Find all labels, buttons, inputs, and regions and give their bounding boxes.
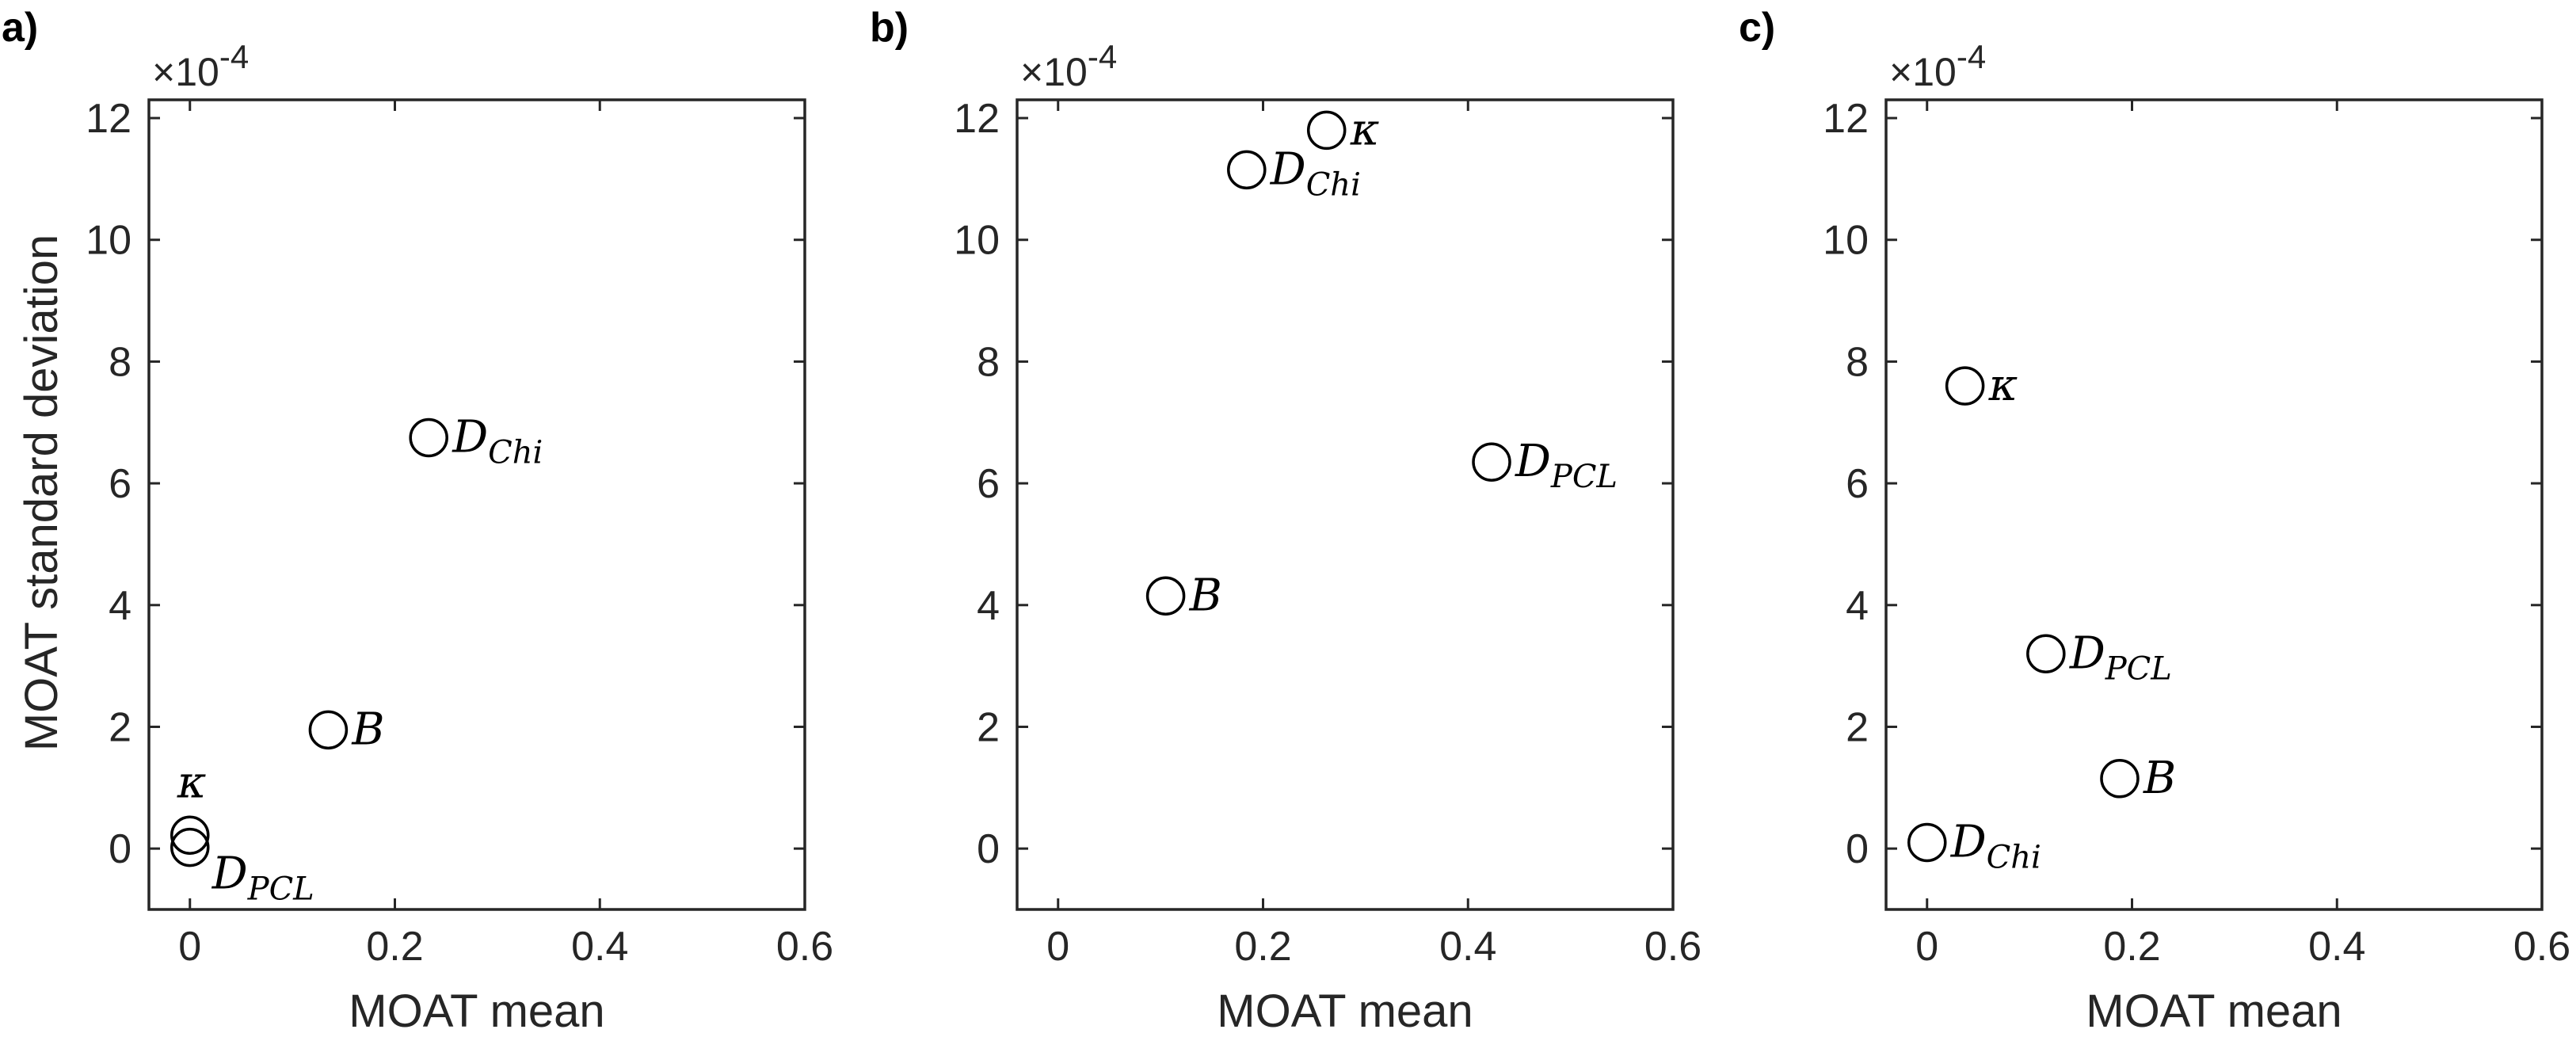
point-label: B — [2143, 753, 2176, 804]
point-label-main: κ — [1350, 104, 1380, 155]
y-tick-label: 2 — [109, 704, 131, 750]
y-tick-label: 8 — [1846, 339, 1869, 385]
y-tick-label: 4 — [109, 583, 131, 629]
point-label-main: D — [2069, 627, 2105, 679]
point-label: DPCL — [211, 848, 314, 908]
y-tick-label: 6 — [1846, 461, 1869, 507]
point-label: B — [351, 703, 384, 755]
x-tick-label: 0 — [1046, 924, 1069, 970]
y-tick-label: 12 — [86, 96, 131, 142]
x-tick-label: 0.4 — [571, 924, 628, 970]
point-label: κ — [177, 757, 207, 808]
y-exponent-power: -4 — [219, 38, 249, 75]
data-point — [1907, 822, 1947, 863]
x-tick-label: 0.4 — [2308, 924, 2365, 970]
y-tick-label: 0 — [1846, 826, 1869, 872]
x-tick-label: 0.6 — [776, 924, 833, 970]
y-exponent-power: -4 — [1088, 38, 1117, 75]
panel-label: a) — [2, 5, 38, 51]
data-point — [1945, 366, 1985, 406]
data-point — [1145, 576, 1186, 616]
y-tick-label: 4 — [977, 583, 1000, 629]
data-point — [170, 815, 210, 856]
point-label: DPCL — [1515, 436, 1618, 495]
x-tick-label: 0.6 — [1644, 924, 1701, 970]
point-label-main: D — [1950, 816, 1987, 867]
x-tick-label: 0.2 — [366, 924, 423, 970]
point-label-subscript: PCL — [1550, 459, 1618, 495]
y-exponent-label: ×10-4 — [1889, 38, 1986, 94]
data-point — [170, 827, 210, 867]
point-label-subscript: Chi — [1987, 839, 2041, 875]
point-label-main: D — [452, 411, 488, 463]
axes-box — [1016, 98, 1675, 911]
y-axis-label: MOAT standard deviation — [16, 234, 67, 751]
panel-label: c) — [1739, 5, 1775, 51]
y-exponent-base: ×10 — [1889, 50, 1957, 94]
data-point — [2026, 634, 2066, 674]
point-label-subscript: Chi — [488, 434, 543, 471]
y-tick-label: 0 — [977, 826, 1000, 872]
point-label: κ — [1988, 360, 2018, 411]
point-label-main: κ — [177, 757, 207, 808]
y-tick-label: 2 — [977, 704, 1000, 750]
point-label-subscript: PCL — [247, 871, 314, 908]
y-exponent-label: ×10-4 — [1020, 38, 1117, 94]
point-label-main: D — [1515, 436, 1551, 487]
data-point — [1306, 110, 1347, 151]
y-tick-label: 6 — [977, 461, 1000, 507]
point-label-main: D — [1270, 143, 1306, 195]
y-tick-label: 10 — [86, 218, 131, 264]
x-axis-label: MOAT mean — [349, 986, 604, 1037]
point-label-main: B — [351, 703, 384, 755]
panel-label: b) — [870, 5, 909, 51]
data-point — [2100, 759, 2140, 799]
y-tick-label: 10 — [1823, 218, 1869, 264]
point-label: DChi — [452, 411, 543, 471]
y-exponent-label: ×10-4 — [152, 38, 249, 94]
x-tick-label: 0.4 — [1439, 924, 1496, 970]
y-tick-label: 12 — [1823, 96, 1869, 142]
point-label: DPCL — [2069, 627, 2172, 687]
point-label-subscript: PCL — [2105, 650, 2172, 687]
y-tick-label: 8 — [977, 339, 1000, 385]
x-tick-label: 0 — [178, 924, 201, 970]
point-label: DChi — [1270, 143, 1361, 203]
data-point — [1227, 150, 1267, 190]
point-label-subscript: Chi — [1306, 166, 1361, 203]
data-point — [409, 417, 448, 458]
y-exponent-power: -4 — [1957, 38, 1986, 75]
x-tick-label: 0.2 — [1234, 924, 1291, 970]
axes-box — [147, 98, 806, 911]
point-label: B — [1189, 570, 1222, 621]
point-label-main: κ — [1988, 360, 2018, 411]
y-tick-label: 6 — [109, 461, 131, 507]
axes-box — [1884, 98, 2544, 911]
x-tick-label: 0.2 — [2103, 924, 2160, 970]
y-tick-label: 2 — [1846, 704, 1869, 750]
data-point — [1472, 442, 1511, 482]
x-axis-label: MOAT mean — [2086, 986, 2342, 1037]
x-axis-label: MOAT mean — [1217, 986, 1473, 1037]
point-label-main: D — [211, 848, 248, 900]
data-point — [308, 710, 349, 750]
point-label-main: B — [1189, 570, 1222, 621]
y-tick-label: 10 — [954, 218, 1000, 264]
x-tick-label: 0 — [1915, 924, 1938, 970]
x-tick-label: 0.6 — [2513, 924, 2570, 970]
y-tick-label: 8 — [109, 339, 131, 385]
point-label-main: B — [2143, 753, 2176, 804]
point-label: κ — [1350, 104, 1380, 155]
y-exponent-base: ×10 — [152, 50, 219, 94]
y-tick-label: 12 — [954, 96, 1000, 142]
y-exponent-base: ×10 — [1020, 50, 1088, 94]
point-label: DChi — [1950, 816, 2041, 875]
y-tick-label: 4 — [1846, 583, 1869, 629]
y-tick-label: 0 — [109, 826, 131, 872]
